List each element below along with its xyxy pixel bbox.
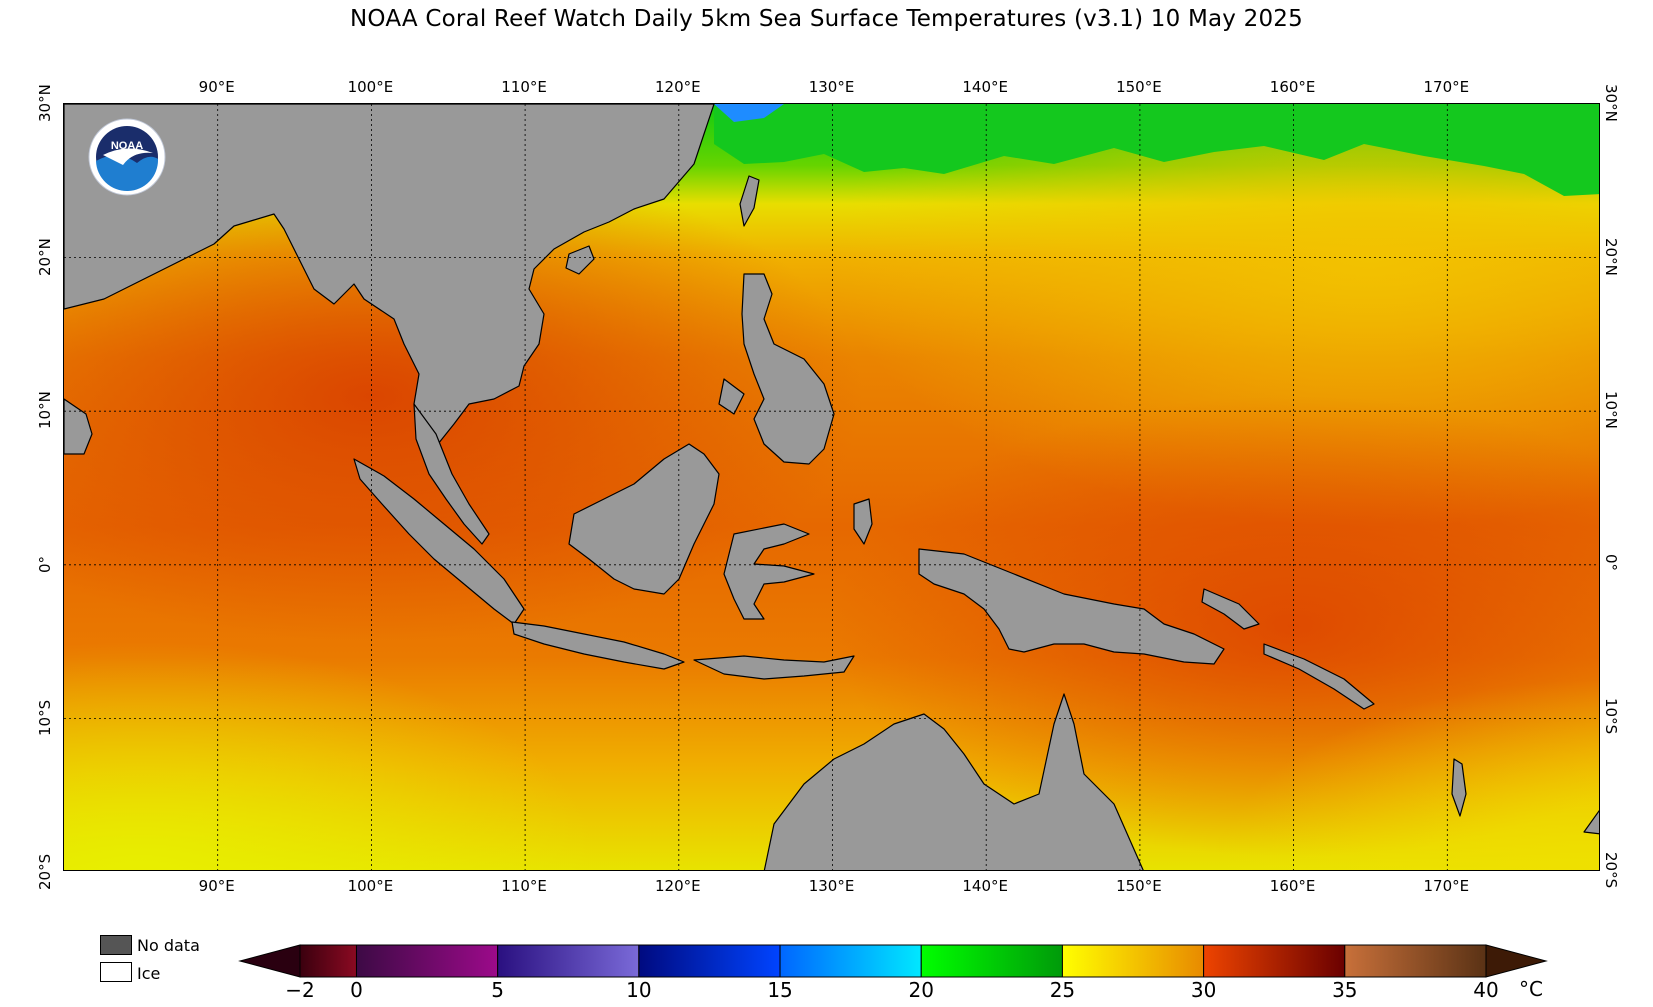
latitude-tick-label: 20°N <box>36 237 54 276</box>
cold-water-patch <box>714 104 784 122</box>
colorbar-band <box>779 944 922 978</box>
colorbar-band <box>355 944 499 978</box>
latitude-tick-label: 20°S <box>36 853 54 890</box>
colorbar-tick-label: 30 <box>1190 978 1217 1002</box>
longitude-tick-label: 130°E <box>808 78 855 96</box>
sst-map[interactable]: NOAA <box>63 103 1600 871</box>
noaa-logo: NOAA <box>88 118 166 196</box>
no-data-label: No data <box>137 936 200 955</box>
ice-swatch <box>100 962 132 982</box>
latitude-tick-label: 10°N <box>36 391 54 430</box>
longitude-tick-label: 110°E <box>501 877 547 895</box>
graticule <box>64 104 1599 870</box>
colorbar-band <box>497 944 640 978</box>
no-data-swatch <box>100 935 132 955</box>
halmahera <box>853 498 873 545</box>
taiwan <box>739 175 760 227</box>
palawan <box>718 378 745 415</box>
malay-peninsula <box>413 403 490 545</box>
longitude-tick-label: 150°E <box>1116 877 1162 895</box>
longitude-tick-label: 140°E <box>962 877 1008 895</box>
longitude-tick-label: 90°E <box>198 877 235 895</box>
colorbar-band <box>1061 944 1205 978</box>
colorbar-tick-label: 20 <box>908 978 934 1002</box>
longitude-tick-label: 100°E <box>347 78 394 96</box>
colorbar-under-arrow <box>238 944 301 978</box>
longitude-tick-label: 110°E <box>501 78 547 96</box>
latitude-tick-label: 0° <box>1602 554 1620 572</box>
new-guinea <box>918 548 1225 665</box>
cool-band-north <box>714 104 1599 196</box>
longitude-tick-label: 150°E <box>1116 78 1162 96</box>
colorbar-tick-label: 5 <box>491 978 505 1002</box>
latitude-tick-label: 20°N <box>1602 237 1620 276</box>
colorbar-band <box>920 944 1063 978</box>
borneo <box>568 443 720 595</box>
java <box>511 621 685 670</box>
longitude-tick-label: 140°E <box>962 78 1008 96</box>
temperature-colorbar <box>238 944 1548 978</box>
colorbar-tick-label: 15 <box>767 978 793 1002</box>
colorbar-band <box>1203 944 1346 978</box>
colorbar-band <box>1344 944 1487 978</box>
australia <box>763 693 1144 870</box>
colorbar-tick-label: 0 <box>350 978 363 1002</box>
lesser-sunda <box>693 655 855 680</box>
latitude-tick-label: 10°N <box>1602 391 1620 429</box>
colorbar-tick-label: −2 <box>285 978 315 1002</box>
latitude-tick-label: 30°N <box>36 84 54 122</box>
land <box>64 104 1599 870</box>
longitude-tick-label: 160°E <box>1269 78 1316 96</box>
longitude-tick-label: 170°E <box>1423 877 1470 895</box>
sri-lanka <box>64 398 93 455</box>
latitude-tick-label: 30°N <box>1602 84 1620 122</box>
latitude-tick-label: 10°S <box>1602 698 1620 735</box>
latitude-tick-label: 20°S <box>1602 852 1620 889</box>
colorbar-tick-label: 35 <box>1332 978 1358 1002</box>
new-caledonia <box>1583 809 1599 835</box>
colorbar-tick-label: 25 <box>1049 978 1076 1002</box>
map-title: NOAA Coral Reef Watch Daily 5km Sea Surf… <box>350 6 1303 32</box>
colorbar-tick-label: 40 <box>1473 978 1499 1002</box>
new-britain <box>1201 588 1260 630</box>
latitude-tick-label: 0° <box>36 556 54 574</box>
vanuatu <box>1451 758 1467 817</box>
longitude-tick-label: 100°E <box>347 877 394 895</box>
longitude-tick-label: 160°E <box>1269 877 1316 895</box>
longitude-tick-label: 130°E <box>808 877 855 895</box>
ice-label: Ice <box>137 964 161 983</box>
longitude-tick-label: 120°E <box>654 877 701 895</box>
longitude-tick-label: 120°E <box>654 78 701 96</box>
colorbar-tick-label: 10 <box>626 978 652 1002</box>
unit-label: °C <box>1519 977 1543 1001</box>
latitude-tick-label: 10°S <box>36 700 54 737</box>
colorbar-over-arrow <box>1485 944 1548 978</box>
philippines <box>741 273 835 465</box>
longitude-tick-label: 170°E <box>1423 78 1470 96</box>
sulawesi <box>723 523 815 620</box>
solomon-islands <box>1263 643 1375 710</box>
colorbar-band <box>638 944 781 978</box>
longitude-tick-label: 90°E <box>198 78 235 96</box>
hainan <box>565 245 595 275</box>
colorbar-band <box>299 944 357 978</box>
sst-map-canvas: NOAA <box>64 104 1599 870</box>
svg-text:NOAA: NOAA <box>111 140 143 152</box>
